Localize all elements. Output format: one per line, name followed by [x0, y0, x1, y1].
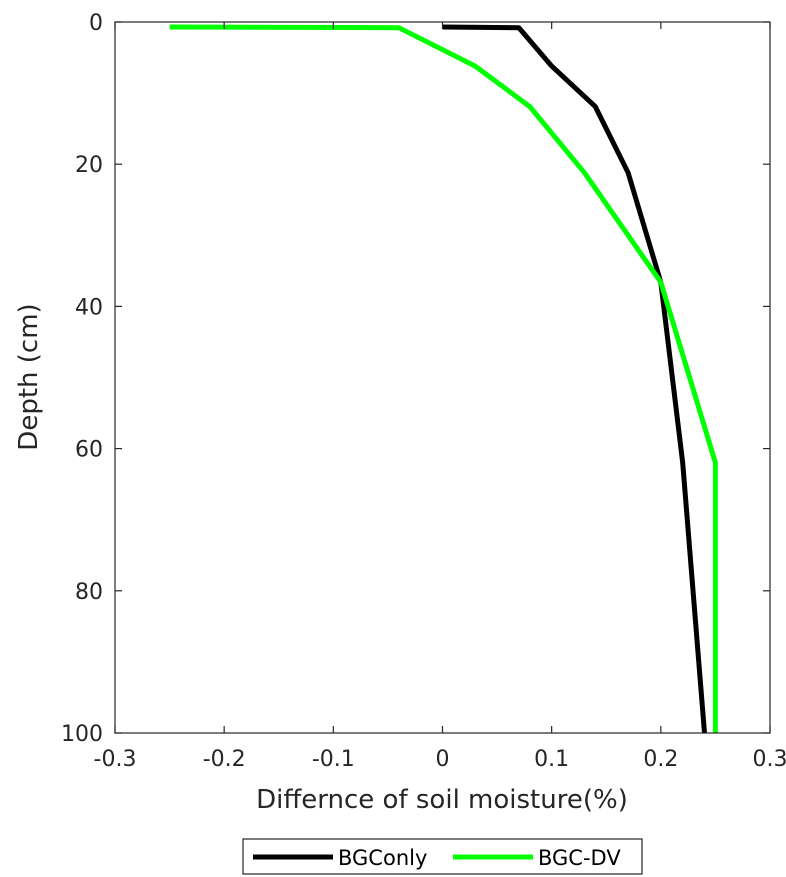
y-tick-label: 20 — [75, 153, 103, 178]
y-axis-title: Depth (cm) — [14, 303, 44, 450]
y-tick-label: 60 — [75, 438, 103, 463]
x-tick-label: 0.1 — [534, 747, 569, 772]
x-tick-label: -0.3 — [94, 747, 137, 772]
y-tick-label: 0 — [89, 11, 103, 36]
plot-area — [115, 22, 770, 733]
y-tick-label: 80 — [75, 580, 103, 605]
x-tick-label: 0.3 — [753, 747, 786, 772]
y-tick-label: 100 — [61, 722, 103, 747]
legend-label-bgconly: BGConly — [338, 846, 427, 870]
series-layer — [169, 24, 718, 734]
legend-label-bgc-dv: BGC-DV — [538, 846, 621, 870]
y-tick-label: 40 — [75, 295, 103, 320]
series-line-bgconly — [442, 24, 707, 734]
x-tick-label: 0.2 — [643, 747, 678, 772]
tick-layer: -0.3 -0.2 -0.1 0 0.1 0.2 0.3 0 20 40 60 80 100 — [61, 11, 786, 772]
x-tick-label: -0.1 — [312, 747, 355, 772]
x-tick-label: -0.2 — [203, 747, 246, 772]
series-line-bgc-dv — [169, 24, 718, 733]
x-tick-label: 0 — [436, 747, 450, 772]
legend: BGConly BGC-DV — [242, 838, 643, 875]
x-axis-title: Differnce of soil moisture(%) — [256, 785, 628, 815]
